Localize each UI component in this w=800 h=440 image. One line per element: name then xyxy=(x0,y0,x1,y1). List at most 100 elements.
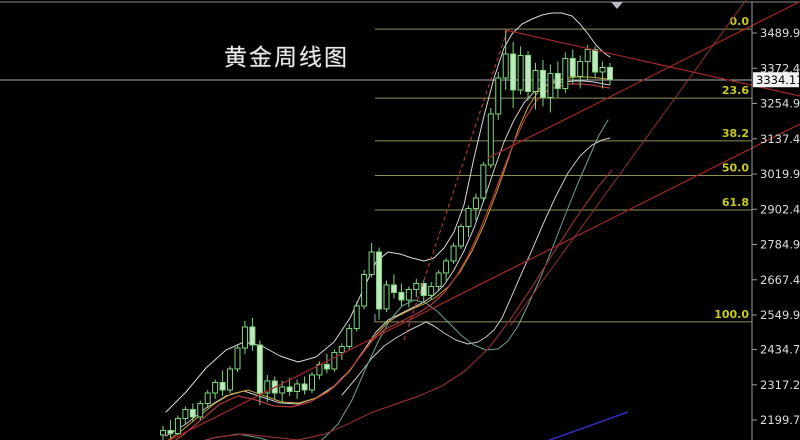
fib-label-23.6: 23.6 xyxy=(722,84,749,97)
candle xyxy=(577,55,584,89)
axis-price-label: 3137.40 xyxy=(760,132,800,146)
rally-dashed-trendline xyxy=(403,27,509,341)
candle-body xyxy=(309,374,315,391)
candle-body xyxy=(472,197,479,209)
candle xyxy=(212,379,219,399)
bollinger-lower-line xyxy=(341,137,611,396)
candle-body xyxy=(428,285,435,296)
candle-body xyxy=(197,402,204,418)
axis-price-label: 3489.90 xyxy=(760,26,800,40)
candle xyxy=(241,320,248,354)
fib-label-0.0: 0.0 xyxy=(730,15,750,28)
candle-body xyxy=(390,284,397,293)
candle xyxy=(376,247,383,320)
candle-body xyxy=(435,272,442,287)
candle-body xyxy=(465,207,472,227)
candle-body xyxy=(510,53,517,91)
candle xyxy=(368,242,375,278)
candle xyxy=(532,62,539,110)
candle-body xyxy=(569,57,576,77)
candle-body xyxy=(234,347,241,370)
candle xyxy=(167,419,174,438)
candle-body xyxy=(607,66,613,81)
current-price-tag xyxy=(753,72,799,88)
candle-body xyxy=(174,417,181,434)
candle-body xyxy=(547,72,554,98)
candle xyxy=(398,283,405,306)
candle xyxy=(219,370,226,396)
candle-body xyxy=(294,383,301,392)
candle xyxy=(562,52,569,93)
axis-price-label: 2199.75 xyxy=(760,413,800,427)
candle-body xyxy=(443,260,450,274)
fib-label-61.8: 61.8 xyxy=(722,196,749,209)
candle-body xyxy=(338,345,345,353)
candle-body xyxy=(160,429,166,436)
axis-price-label: 2317.25 xyxy=(760,378,800,392)
scroll-marker-icon xyxy=(611,2,623,9)
candle-body xyxy=(368,251,375,275)
candle-body xyxy=(398,291,405,301)
candle-body xyxy=(279,386,286,394)
candle xyxy=(487,107,494,168)
candle xyxy=(495,71,502,120)
candle-body xyxy=(495,77,502,115)
axis-price-label: 2784.90 xyxy=(760,238,800,252)
candle xyxy=(547,64,554,113)
candle xyxy=(204,389,211,408)
candle xyxy=(309,371,315,393)
candle-body xyxy=(458,225,464,247)
candle-body xyxy=(331,351,338,370)
candle xyxy=(420,280,427,302)
current-price-tag-label: 3334.11 xyxy=(756,73,800,87)
candle xyxy=(353,301,360,332)
candle-body xyxy=(539,69,546,98)
candle-body xyxy=(249,326,256,346)
candle-body xyxy=(420,282,427,296)
teal-ma-line xyxy=(204,119,609,440)
candle xyxy=(301,376,308,395)
candle-body xyxy=(189,408,196,418)
candle xyxy=(458,223,464,249)
candle-body xyxy=(599,66,606,73)
candle xyxy=(450,242,457,264)
candle xyxy=(182,406,189,425)
candle-body xyxy=(301,383,308,391)
candle-body xyxy=(554,72,561,89)
candle-body xyxy=(376,251,383,310)
candle xyxy=(331,349,338,372)
candle xyxy=(279,380,286,404)
ascending-channel-line xyxy=(487,1,800,159)
candle-body xyxy=(450,245,457,262)
candle xyxy=(346,323,353,350)
candle xyxy=(472,193,479,221)
candle-body xyxy=(383,284,390,310)
candle-body xyxy=(584,48,591,62)
candle xyxy=(405,286,412,308)
fib-label-50.0: 50.0 xyxy=(722,161,749,174)
fib-label-100.0: 100.0 xyxy=(714,308,749,321)
candle xyxy=(607,62,613,86)
red-ma-slow-line xyxy=(204,169,613,440)
blue-line xyxy=(547,411,629,440)
candle xyxy=(435,269,442,291)
candle xyxy=(502,29,509,90)
candle xyxy=(517,46,524,95)
candle xyxy=(189,403,196,422)
candle xyxy=(584,44,591,80)
candle xyxy=(443,257,450,281)
candle xyxy=(465,205,472,237)
candle xyxy=(197,400,204,420)
candle xyxy=(383,280,390,312)
candle-body xyxy=(256,344,263,394)
candle xyxy=(480,161,487,201)
candle-body xyxy=(204,392,211,404)
candle xyxy=(264,374,271,402)
candle xyxy=(256,340,263,405)
candle-body xyxy=(487,113,494,166)
candle xyxy=(286,377,293,396)
candle xyxy=(294,379,301,399)
candle xyxy=(569,49,576,84)
